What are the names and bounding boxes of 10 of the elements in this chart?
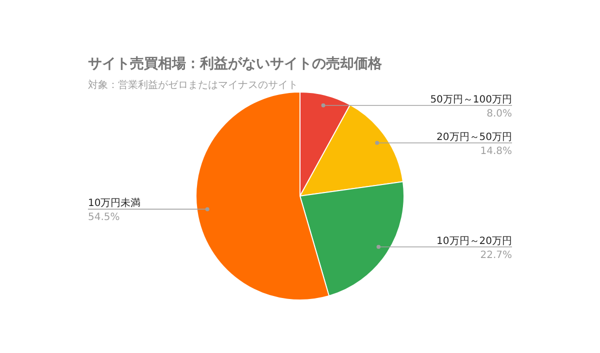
data-label: 14.8% (480, 146, 512, 157)
slice-label: 10万円未満 (88, 197, 141, 210)
slice-label: 20万円～50万円 (436, 132, 512, 143)
data-label: 8.0% (486, 108, 512, 120)
data-label: 54.5% (88, 212, 120, 224)
slice-label: 10万円～20万円 (436, 236, 512, 247)
chart-title: サイト売買相場：利益がないサイトの売却価格 (88, 56, 383, 72)
chart-subtitle: 対象：営業利益がゼロまたはマイナスのサイト (88, 79, 298, 91)
slice-label: 50万円～100万円 (430, 94, 512, 106)
data-label: 22.7% (480, 250, 512, 261)
